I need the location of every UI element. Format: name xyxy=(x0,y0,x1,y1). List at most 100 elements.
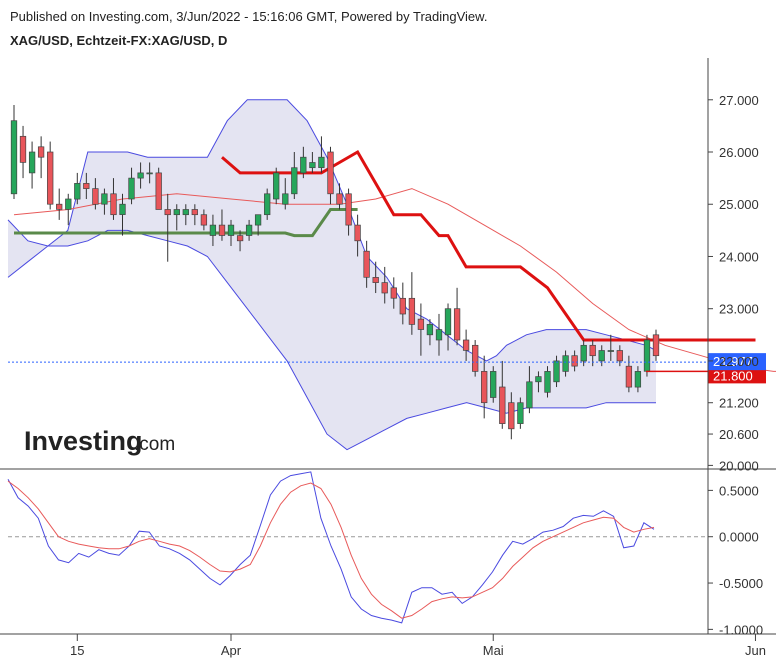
oscillator-slow-line xyxy=(7,480,655,619)
candle xyxy=(643,334,651,377)
candle-body xyxy=(236,235,244,242)
candle-body xyxy=(282,193,289,205)
candle-body xyxy=(101,193,108,205)
x-tick-label: Jun xyxy=(745,643,766,658)
candle-body xyxy=(83,183,90,189)
candle xyxy=(164,193,171,262)
candle xyxy=(453,287,461,346)
candle-body xyxy=(517,402,524,424)
candle-body xyxy=(444,308,452,336)
band-middle-line xyxy=(13,188,776,372)
candle xyxy=(236,230,244,252)
candle-body xyxy=(318,156,325,168)
candle-body xyxy=(273,172,280,200)
candle xyxy=(553,355,560,388)
candle-body xyxy=(218,224,226,236)
candle xyxy=(56,188,63,220)
symbol-title: XAG/USD, Echtzeit-FX:XAG/USD, D xyxy=(10,33,228,48)
candle-body xyxy=(553,360,560,383)
candle xyxy=(200,209,208,231)
candle-body xyxy=(200,214,208,226)
candle-body xyxy=(209,224,217,236)
candle-body xyxy=(327,151,334,195)
candle xyxy=(155,167,162,210)
candle-body xyxy=(634,371,642,388)
candle xyxy=(137,162,144,189)
osc-y-tick-label: -1.0000 xyxy=(719,622,763,637)
candle-body xyxy=(10,120,18,195)
y-tick-label: 24.000 xyxy=(719,249,759,264)
candle-body xyxy=(589,344,596,357)
candle-body xyxy=(227,224,235,236)
candle xyxy=(83,172,90,200)
candle xyxy=(535,371,542,393)
candle-body xyxy=(472,344,479,372)
candle xyxy=(173,204,180,231)
candle-body xyxy=(28,151,36,174)
candle-body xyxy=(535,376,542,383)
candle-body xyxy=(363,250,370,278)
candle xyxy=(10,105,18,200)
candle xyxy=(37,136,45,179)
candles xyxy=(10,105,660,440)
osc-y-tick-label: 0.5000 xyxy=(719,483,759,498)
investing-logo: Investing .com xyxy=(24,426,175,456)
candle xyxy=(607,334,614,361)
candle-body xyxy=(110,193,117,216)
oscillator xyxy=(7,471,708,624)
candle-body xyxy=(616,350,623,362)
candle-body xyxy=(19,135,27,163)
candle-body xyxy=(381,282,388,294)
band-lower-line xyxy=(7,219,656,451)
candle-body xyxy=(254,214,262,226)
candle xyxy=(19,125,27,179)
candle xyxy=(273,167,280,205)
candle xyxy=(191,204,198,226)
candle xyxy=(119,193,126,236)
candle-body xyxy=(336,193,343,205)
candle-body xyxy=(625,365,633,388)
candle xyxy=(580,340,587,367)
candle xyxy=(616,345,623,367)
candle-body xyxy=(508,402,515,430)
candle xyxy=(490,366,497,403)
osc-y-tick-label: 0.0000 xyxy=(719,530,759,545)
x-tick-label: Apr xyxy=(221,643,242,658)
candle xyxy=(399,282,406,325)
candle-body xyxy=(490,371,497,398)
candle xyxy=(426,319,434,346)
candle-body xyxy=(128,177,135,200)
candle xyxy=(336,183,343,210)
last-price-label: 21.977 xyxy=(713,354,753,369)
candle xyxy=(146,162,153,184)
candle-body xyxy=(65,198,72,210)
candle xyxy=(435,313,443,356)
candle xyxy=(245,219,253,241)
candle xyxy=(318,136,325,173)
y-tick-label: 27.000 xyxy=(719,93,759,108)
candle xyxy=(300,146,307,179)
candle xyxy=(472,340,479,377)
candle xyxy=(65,193,72,226)
candle-body xyxy=(92,188,99,205)
y-tick-label: 22.000 xyxy=(719,354,759,369)
candle-body xyxy=(264,193,271,216)
logo-suffix: .com xyxy=(134,434,175,455)
bollinger-band xyxy=(7,99,776,451)
candle-body xyxy=(74,183,81,200)
y-tick-label: 23.000 xyxy=(719,302,759,317)
candle xyxy=(634,366,642,393)
candle xyxy=(209,214,217,247)
x-tick-label: Mai xyxy=(483,643,504,658)
candle xyxy=(571,350,578,372)
candle-body xyxy=(544,371,551,393)
x-tick-label: 15 xyxy=(70,643,84,658)
candle-body xyxy=(300,156,307,174)
candle xyxy=(390,277,397,309)
candle xyxy=(28,141,36,189)
candle-body xyxy=(643,339,651,372)
candle xyxy=(101,188,108,215)
y-tick-label: 21.200 xyxy=(719,396,759,411)
logo-wordmark: Investing xyxy=(24,426,143,456)
